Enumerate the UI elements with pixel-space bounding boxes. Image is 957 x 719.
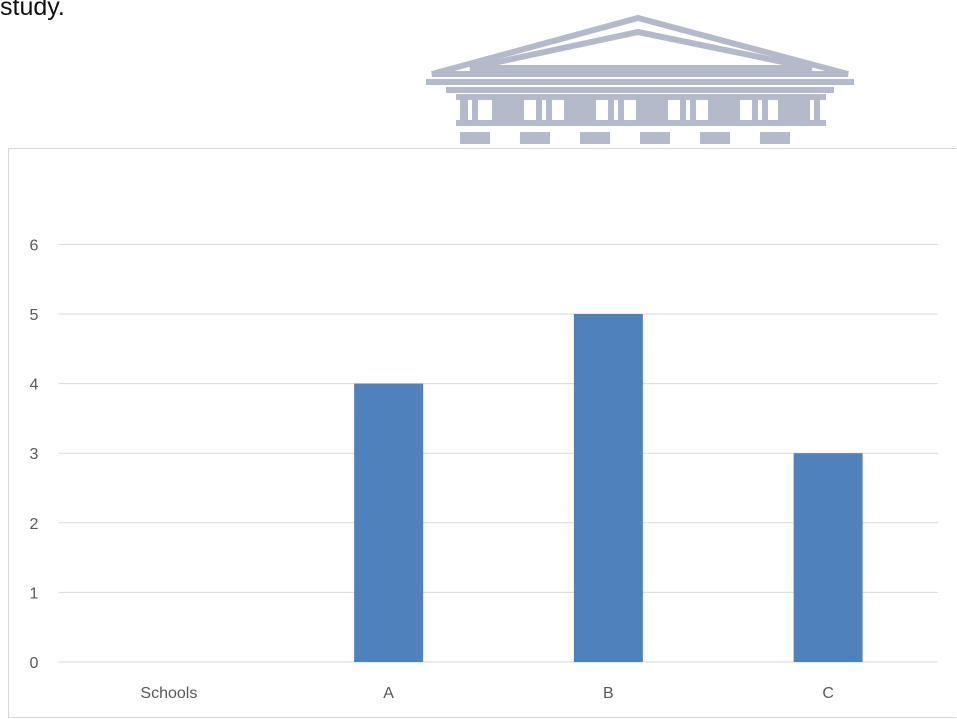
y-tick-label: 1 [30,585,39,602]
bars [354,314,863,662]
bar-c [793,453,863,662]
x-tick-label: B [603,685,614,702]
x-tick-label: A [383,685,394,702]
bar-a [354,383,424,662]
university-building-watermark [426,14,854,144]
y-tick-label: 4 [30,377,39,394]
chart-area [8,148,956,718]
y-tick-label: 5 [30,307,39,324]
x-tick-label: Schools [140,685,197,702]
y-tick-label: 0 [30,655,39,672]
page-text-fragment: study. [0,0,65,21]
x-axis-labels: Schools A B C [140,685,833,702]
y-axis-ticks: 0 1 2 3 4 5 6 [30,237,39,672]
y-tick-label: 6 [30,237,39,254]
y-tick-label: 3 [30,446,39,463]
y-tick-label: 2 [30,516,39,533]
x-tick-label: C [822,685,834,702]
gridlines [59,243,938,663]
bar-b [573,314,643,662]
